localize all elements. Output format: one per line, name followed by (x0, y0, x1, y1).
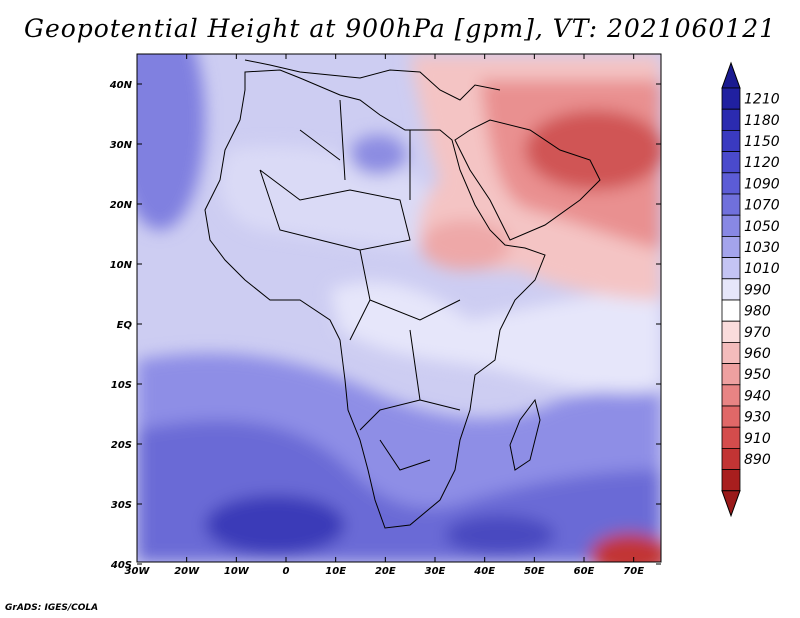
libya-blue-cell (350, 135, 406, 175)
colorbar-segment-9 (721, 278, 741, 301)
colorbar-label-1010: 1010 (744, 261, 780, 277)
colorbar-segment-5 (721, 193, 741, 216)
madagascar (509, 398, 541, 471)
colorbar-label-940: 940 (744, 388, 771, 404)
colorbar-label-960: 960 (744, 346, 771, 362)
lon-label-6: 30E (425, 566, 446, 577)
colorbar-segment-8 (721, 257, 741, 280)
colorbar-label-1120: 1120 (744, 155, 780, 171)
lon-label-0: 30W (125, 566, 151, 577)
colorbar-label-1070: 1070 (744, 198, 780, 214)
colorbar-segment-6 (721, 214, 741, 237)
colorbar-label-1180: 1180 (744, 113, 780, 129)
colorbar-segment-17 (721, 447, 741, 470)
north-atlantic-blue (137, 54, 205, 230)
colorbar-segment-12 (721, 341, 741, 364)
pale-region (330, 281, 661, 393)
coastlines (204, 59, 601, 529)
colorbar-top-arrow (721, 61, 741, 89)
lon-label-10: 70E (623, 566, 644, 577)
longitude-labels: 30W 20W 10W 0 10E 20E 30E 40E 50E 60E 70E (125, 566, 645, 577)
arabia-coast (454, 119, 601, 241)
colorbar-segment-10 (721, 299, 741, 322)
lon-label-7: 40E (473, 566, 495, 577)
colorbar-segment-13 (721, 363, 741, 386)
colorbar-label-1030: 1030 (744, 240, 780, 256)
lat-label-0: 40N (109, 80, 133, 91)
colorbar-segment-4 (721, 172, 741, 195)
low-cell-west (205, 495, 345, 555)
lat-label-6: 20S (111, 440, 132, 451)
colorbar-label-1150: 1150 (744, 134, 780, 150)
lat-label-8: 40S (110, 560, 132, 571)
colorbar-label-930: 930 (744, 410, 771, 426)
borders-2 (299, 99, 461, 471)
colorbar-label-910: 910 (744, 431, 771, 447)
lon-label-8: 50E (524, 566, 545, 577)
borders-1 (259, 169, 411, 251)
colorbar-segment-0 (721, 87, 741, 110)
iran-deep-red (525, 110, 661, 190)
lon-label-4: 10E (325, 566, 346, 577)
lon-label-2: 10W (224, 566, 250, 577)
colorbar-label-970: 970 (744, 325, 771, 341)
lat-label-5: 10S (111, 380, 132, 391)
height-field (137, 54, 661, 562)
lon-label-1: 20W (174, 566, 200, 577)
plot-frame (136, 53, 662, 563)
chart-title: Geopotential Height at 900hPa [gpm], VT:… (23, 14, 777, 43)
lat-label-3: 10N (110, 260, 133, 271)
colorbar-segment-2 (721, 129, 741, 152)
colorbar: 1210 1180 1150 1120 1090 1070 1050 1030 1010 990 9… (721, 61, 780, 518)
grads-credit: GrADS: IGES/COLA (5, 603, 99, 613)
colorbar-label-1090: 1090 (744, 176, 780, 192)
low-cell-east (445, 515, 555, 555)
colorbar-segment-18 (721, 469, 741, 492)
colorbar-label-950: 950 (744, 367, 771, 383)
colorbar-segment-11 (721, 320, 741, 343)
lon-label-5: 20E (375, 566, 396, 577)
latitude-labels: 40N 30N 20N 10N EQ 10S 20S 30S 40S (109, 80, 133, 571)
colorbar-segment-15 (721, 405, 741, 428)
colorbar-segment-3 (721, 151, 741, 174)
lat-label-4: EQ (117, 320, 133, 331)
lat-label-2: 20N (110, 200, 133, 211)
south-east-red (590, 533, 661, 562)
axis-ticks (136, 54, 661, 565)
lat-label-7: 30S (111, 500, 132, 511)
lat-label-1: 30N (110, 140, 133, 151)
colorbar-segment-14 (721, 384, 741, 407)
lon-label-9: 60E (574, 566, 595, 577)
colorbar-segment-7 (721, 235, 741, 258)
colorbar-label-990: 990 (744, 282, 771, 298)
colorbar-segment-1 (721, 108, 741, 131)
europe-coast (244, 59, 501, 101)
colorbar-label-1210: 1210 (744, 92, 780, 108)
colorbar-label-980: 980 (744, 304, 771, 320)
africa-coast (204, 69, 546, 529)
colorbar-segment-16 (721, 426, 741, 449)
colorbar-bottom-arrow (721, 490, 741, 518)
lon-label-3: 0 (283, 566, 290, 577)
colorbar-label-1050: 1050 (744, 219, 780, 235)
east-africa-red (420, 220, 510, 270)
colorbar-label-890: 890 (744, 452, 771, 468)
